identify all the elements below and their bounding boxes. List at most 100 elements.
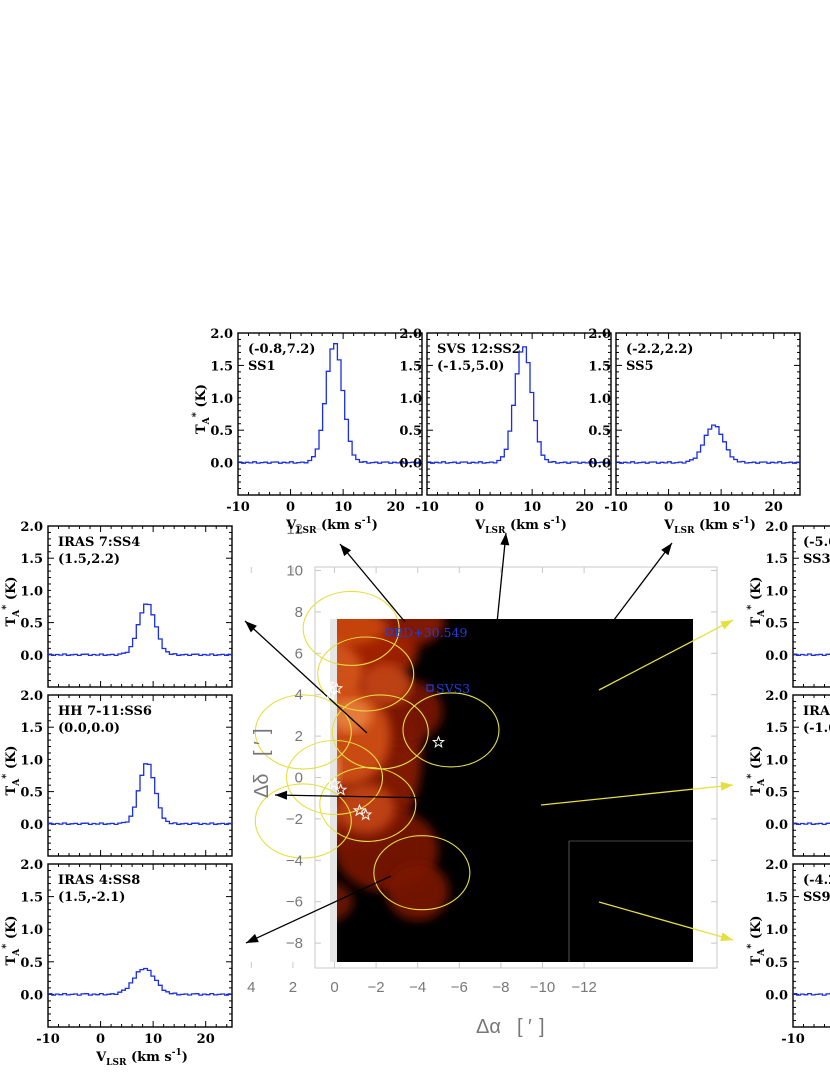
panel-label-2: SS5 <box>626 359 654 374</box>
spectrum-line <box>48 967 233 996</box>
panel-label-2: (1.5,-2.1) <box>58 890 125 905</box>
map-y-tick-label: 10 <box>286 563 303 580</box>
beam-ellipses <box>254 590 500 911</box>
x-tick-label: 20 <box>387 500 405 515</box>
arrow-head-icon <box>720 932 733 942</box>
panel-frame <box>615 332 801 496</box>
y-tick-label: 2.0 <box>20 520 43 535</box>
map-y-tick-label: −2 <box>286 811 303 828</box>
star-icon <box>290 830 304 844</box>
y-tick-label: 2.0 <box>765 858 788 873</box>
arrows <box>244 532 734 944</box>
x-tick-label: 0 <box>286 500 295 515</box>
panel-label-1: HH 7-11:SS6 <box>58 704 152 719</box>
stars <box>269 677 446 844</box>
y-axis-label: TA* (K) <box>1 745 22 795</box>
y-tick-label: 1.0 <box>210 392 233 407</box>
spectrum-panel-ss3: 2.0 1.5 1.0 0.5 0.0 TA* (K) (-5.6 SS3 <box>746 520 830 688</box>
star-icon <box>284 811 298 825</box>
svg-text:]: ] <box>539 1016 545 1038</box>
beam-ellipse-ss3 <box>402 692 500 768</box>
spectrum-line <box>48 603 233 657</box>
y-tick-label: 1.0 <box>20 753 43 768</box>
y-tick-label: 0.5 <box>588 424 611 439</box>
map-y-tick-label: 8 <box>295 604 303 621</box>
source-label-svs3: SVS3 <box>436 681 470 696</box>
y-tick-label: 1.0 <box>399 392 422 407</box>
y-tick-label: 0.0 <box>20 818 43 833</box>
y-axis-label: TA* (K) <box>746 915 767 965</box>
arrow-head-icon <box>500 533 510 546</box>
y-tick-label: 1.5 <box>399 359 422 374</box>
source-bd: BD+30.549 <box>385 625 467 640</box>
map-x-axis-label: Δα [ ′ ] <box>476 1016 545 1038</box>
source-svs3: SVS3 <box>426 681 470 696</box>
star-icon <box>329 681 344 695</box>
map-x-ticks: 6 4 2 0 −2 −4 −6 −8 −10 −12 <box>206 567 597 996</box>
map-x-tick-label: −2 <box>368 979 385 996</box>
y-tick-label: 0.5 <box>765 956 788 971</box>
svg-text:′: ′ <box>528 1016 532 1038</box>
x-tick-label: 0 <box>664 500 673 515</box>
x-axis-label: VLSR (km s-1) <box>95 1048 188 1068</box>
spectrum-line <box>793 992 830 996</box>
map-y-tick-label: 6 <box>295 645 303 662</box>
spectrum-panel-ss5: 2.0 1.5 1.0 0.5 0.0 -10 0 10 20 VLSR (km s-1) (-2.… <box>588 327 801 536</box>
panel-label-2: SS1 <box>248 359 276 374</box>
star-icon <box>327 776 342 790</box>
spectrum-line <box>427 346 612 464</box>
x-tick-label: -10 <box>781 1032 805 1047</box>
arrow-head-icon <box>661 543 672 556</box>
beam-ellipse-ss7 <box>319 766 417 842</box>
arrow-head-icon <box>720 781 733 791</box>
y-tick-label: 0.5 <box>765 786 788 801</box>
arrow-head-icon <box>275 790 288 800</box>
y-tick-label: 1.0 <box>20 923 43 938</box>
panel-frame <box>792 863 830 1028</box>
spectrum-panel-ss8: 2.0 1.5 1.0 0.5 0.0 -10 0 10 20 VLSR (km s-1) TA* … <box>1 858 233 1068</box>
y-tick-label: 1.5 <box>210 359 233 374</box>
y-axis-label: TA* (K) <box>191 384 212 434</box>
y-axis-label: TA* (K) <box>1 915 22 965</box>
y-tick-label: 0.5 <box>20 617 43 632</box>
spectrum-panel-ss1: 2.0 1.5 1.0 0.5 0.0 -10 0 10 20 VLSR (km s-1) TA* … <box>191 327 423 536</box>
x-tick-label: 10 <box>712 500 730 515</box>
x-tick-label: 0 <box>96 1032 105 1047</box>
map-y-tick-label: 12 <box>286 521 303 538</box>
y-tick-label: 1.5 <box>765 891 788 906</box>
map-x-tick-label: −8 <box>492 979 509 996</box>
y-tick-label: 2.0 <box>588 327 611 342</box>
star-icon <box>359 807 373 821</box>
map-y-tick-label: −6 <box>286 894 303 911</box>
y-tick-label: 1.0 <box>765 753 788 768</box>
x-tick-label: -10 <box>226 500 250 515</box>
y-tick-label: 0.0 <box>20 988 43 1003</box>
panel-frame <box>47 694 233 857</box>
map-y-tick-label: −8 <box>286 935 303 952</box>
panel-label-2: (-1.6, <box>803 721 830 736</box>
beam-ellipse-ss2 <box>317 636 415 712</box>
x-tick-label: -10 <box>604 500 628 515</box>
beam-ellipse-ss1 <box>302 590 400 667</box>
panel-label-1: (-2.2,2.2) <box>626 342 693 357</box>
map-y-axis-label: Δδ [ ′ ] <box>251 728 273 798</box>
svg-text:[: [ <box>251 750 273 756</box>
panel-label-1: (-5.6 <box>803 535 830 550</box>
panel-label-2: (-1.5,5.0) <box>437 359 504 374</box>
y-tick-label: 2.0 <box>210 327 233 342</box>
y-tick-label: 0.5 <box>765 617 788 632</box>
x-axis-label: VLSR (km s-1) <box>474 516 567 536</box>
panel-label-1: (-4.2 <box>803 873 830 888</box>
spectrum-panel-ss7: 2.0 1.5 1.0 0.5 0.0 TA* (K) IRAS (-1.6, <box>746 689 830 857</box>
x-axis-label: VLSR (km s-1) <box>285 516 378 536</box>
spectrum-line <box>793 822 830 826</box>
map-y-tick-label: 2 <box>295 728 303 745</box>
svg-text:[: [ <box>517 1016 523 1038</box>
source-marker-icon <box>426 684 434 692</box>
source-marker-icon <box>385 628 393 636</box>
panel-label-2: (0.0,0.0) <box>58 721 120 736</box>
arrow-head-icon <box>720 620 733 630</box>
svg-text:′: ′ <box>251 741 273 745</box>
